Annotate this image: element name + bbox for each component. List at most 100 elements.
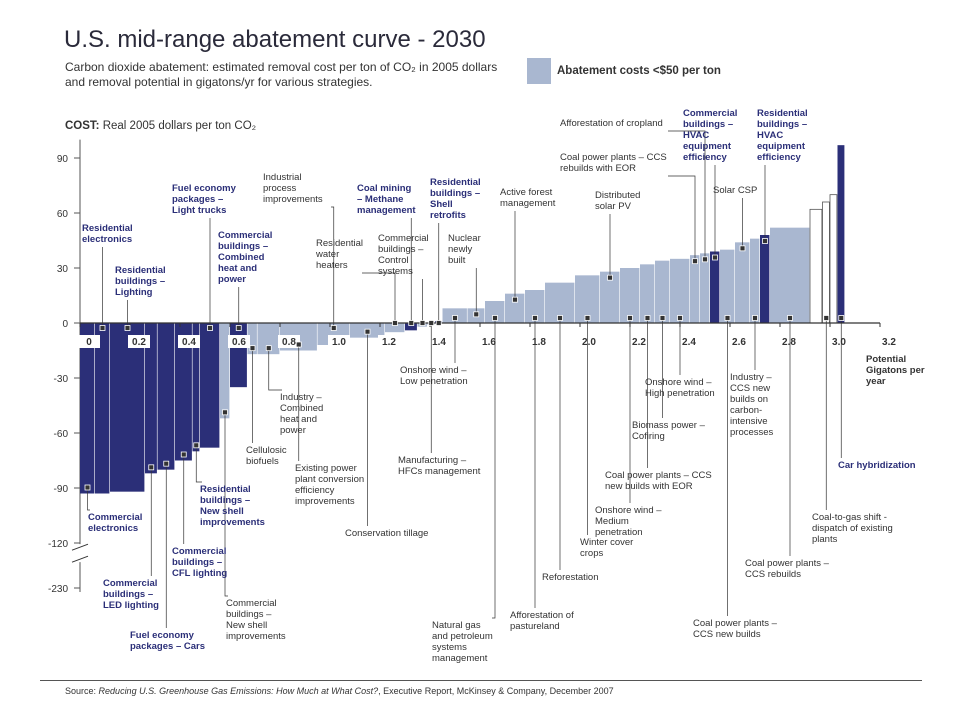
bar-annotation: Residential buildings – Shell retrofits bbox=[430, 177, 481, 221]
leader-marker bbox=[677, 315, 683, 321]
bar bbox=[690, 255, 700, 323]
bar-annotation: Coal mining – Methane management bbox=[357, 183, 416, 216]
leader-marker bbox=[163, 460, 170, 467]
x-tick-label: 2.0 bbox=[582, 337, 596, 348]
bar bbox=[600, 271, 620, 323]
leader-marker bbox=[739, 245, 746, 252]
bar-annotation: Commercial buildings – HVAC equipment ef… bbox=[683, 108, 738, 163]
bar-annotation: Commercial buildings – Control systems bbox=[378, 233, 429, 277]
leader-line bbox=[224, 412, 228, 597]
bar bbox=[145, 323, 157, 474]
x-tick-label: 2.6 bbox=[732, 337, 746, 348]
leader-marker bbox=[712, 254, 718, 261]
bar bbox=[505, 293, 525, 323]
y-tick-label: -120 bbox=[48, 539, 68, 550]
bar-annotation: Industry – Combined heat and power bbox=[280, 392, 324, 436]
bar-annotation: Residential buildings – HVAC equipment e… bbox=[757, 108, 808, 163]
bar-annotation: Industry – CCS new builds on carbon-inte… bbox=[730, 372, 774, 438]
bar bbox=[829, 194, 838, 324]
chart-subtitle: Carbon dioxide abatement: estimated remo… bbox=[65, 60, 498, 89]
x-tick-label-bg bbox=[78, 335, 100, 348]
leader-marker bbox=[435, 320, 442, 326]
bar-annotation: Solar CSP bbox=[713, 185, 758, 196]
bar-annotation: Existing power plant conversion efficien… bbox=[295, 463, 365, 507]
y-tick-label: -30 bbox=[54, 374, 69, 385]
x-tick-label: 0.8 bbox=[282, 337, 296, 348]
leader-marker bbox=[838, 315, 845, 321]
x-tick-label-bg bbox=[128, 335, 150, 348]
x-tick-label-bg bbox=[678, 335, 700, 348]
x-tick-label-bg bbox=[328, 335, 350, 348]
leader-marker bbox=[428, 320, 435, 326]
leader-marker bbox=[364, 328, 371, 335]
bar-annotation: Reforestation bbox=[542, 572, 599, 583]
leader-line bbox=[195, 445, 202, 483]
bar-annotation: Fuel economy packages – Light trucks bbox=[172, 183, 236, 216]
x-tick-label: 2.8 bbox=[782, 337, 796, 348]
x-tick-label: 2.2 bbox=[632, 337, 646, 348]
bar-annotation: Commercial buildings – Combined heat and… bbox=[218, 230, 273, 285]
x-tick-label: 1.0 bbox=[332, 337, 346, 348]
bar bbox=[809, 208, 823, 324]
bar bbox=[710, 251, 720, 323]
bar-annotation: Onshore wind – High penetration bbox=[645, 377, 715, 399]
bar bbox=[822, 201, 830, 324]
bar bbox=[95, 323, 110, 494]
x-tick-label: 0.4 bbox=[182, 337, 196, 348]
x-tick-label: 1.4 bbox=[432, 337, 446, 348]
bar bbox=[110, 323, 145, 492]
leader-marker bbox=[235, 325, 242, 331]
bar bbox=[247, 323, 257, 355]
source-prefix: Source: bbox=[65, 686, 97, 696]
leader-marker bbox=[532, 315, 538, 321]
bar bbox=[655, 260, 670, 323]
leader-line bbox=[492, 318, 496, 619]
leader-marker bbox=[249, 345, 256, 352]
x-tick-label: 2.4 bbox=[682, 337, 696, 348]
leader-marker bbox=[148, 464, 155, 471]
x-tick-label: 3.2 bbox=[882, 337, 896, 348]
x-tick-label-bg bbox=[228, 335, 250, 348]
bar-annotation: Natural gas and petroleum systems manage… bbox=[432, 620, 493, 664]
x-tick-label-bg bbox=[728, 335, 750, 348]
x-tick-label-bg bbox=[778, 335, 800, 348]
bar-annotation: Coal power plants – CCS rebuilds bbox=[745, 558, 829, 580]
y-tick-label: 90 bbox=[57, 154, 69, 165]
x-tick-label: 1.6 bbox=[482, 337, 496, 348]
x-tick-label-bg bbox=[878, 335, 900, 348]
leader-marker bbox=[419, 320, 426, 326]
x-tick-label-bg bbox=[578, 335, 600, 348]
leader-marker bbox=[207, 325, 213, 331]
x-tick-label: 0.6 bbox=[232, 337, 246, 348]
y-tick-label: -60 bbox=[54, 429, 69, 440]
bar bbox=[750, 238, 760, 323]
bar bbox=[760, 235, 770, 323]
y-axis-label-bold: COST: bbox=[65, 120, 100, 132]
leader-marker bbox=[762, 238, 768, 244]
leader-marker bbox=[452, 315, 458, 321]
x-tick-label: 1.8 bbox=[532, 337, 546, 348]
x-tick-label-bg bbox=[828, 335, 850, 348]
bar bbox=[640, 264, 655, 323]
x-tick-label-bg bbox=[378, 335, 400, 348]
y-axis-label-text: Real 2005 dollars per ton CO₂ bbox=[102, 120, 257, 132]
axis-break bbox=[71, 543, 89, 551]
source-rest: , Executive Report, McKinsey & Company, … bbox=[378, 686, 614, 696]
leader-marker bbox=[99, 325, 106, 331]
leader-marker bbox=[180, 451, 187, 458]
leader-marker bbox=[408, 320, 415, 326]
bar bbox=[200, 323, 220, 448]
leader-marker bbox=[584, 315, 591, 321]
x-tick-label-bg bbox=[178, 335, 200, 348]
bar-annotation: Conservation tillage bbox=[345, 528, 429, 539]
leader-marker bbox=[702, 256, 708, 263]
bar-annotation: Manufacturing – HFCs management bbox=[398, 455, 481, 477]
leader-marker bbox=[724, 315, 731, 321]
bar-annotation: Fuel economy packages – Cars bbox=[130, 630, 205, 652]
leader-marker bbox=[823, 315, 830, 321]
bars bbox=[80, 145, 845, 494]
y-tick-label: -230 bbox=[48, 584, 68, 595]
bar-annotation: Nuclear newly built bbox=[448, 233, 481, 266]
